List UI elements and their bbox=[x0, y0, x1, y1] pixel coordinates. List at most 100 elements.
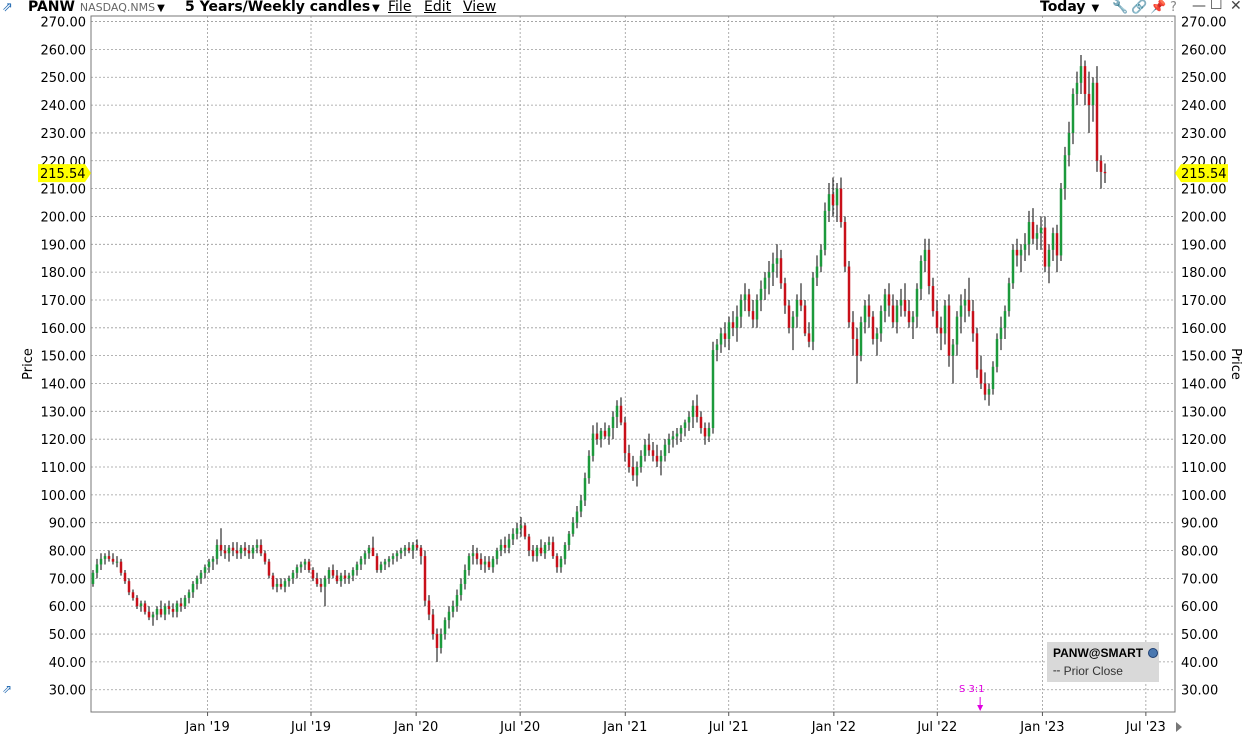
x-tick-label: Jan '23 bbox=[1019, 720, 1064, 735]
y-tick-label-left: 250.00 bbox=[41, 71, 87, 86]
candle-body bbox=[803, 305, 807, 334]
menu-edit[interactable]: Edit bbox=[424, 0, 452, 15]
x-tick-label: Jan '20 bbox=[393, 720, 438, 735]
candle-body bbox=[875, 333, 879, 339]
wrench-icon[interactable]: 🔧 bbox=[1112, 0, 1129, 15]
candle-body bbox=[443, 620, 447, 635]
candle-body bbox=[1039, 227, 1043, 234]
candle-body bbox=[635, 467, 639, 476]
close-icon[interactable]: ✕ bbox=[1230, 0, 1242, 14]
candle bbox=[919, 255, 923, 300]
candle bbox=[1019, 244, 1023, 273]
link-icon[interactable]: 🔗 bbox=[1131, 0, 1148, 15]
symbol-selector[interactable]: PANW NASDAQ.NMS ▼ bbox=[28, 0, 165, 17]
candle bbox=[971, 299, 975, 342]
candle-body bbox=[963, 299, 967, 306]
menu-file[interactable]: File bbox=[388, 0, 412, 15]
globe-icon[interactable] bbox=[1148, 648, 1158, 658]
y-tick-label-right: 140.00 bbox=[1181, 377, 1227, 392]
candle-body bbox=[215, 544, 219, 559]
candle bbox=[975, 327, 979, 378]
candle-body bbox=[627, 453, 631, 468]
candle bbox=[983, 372, 987, 401]
pin-icon[interactable]: 📌 bbox=[1150, 0, 1167, 15]
candle-body bbox=[507, 539, 511, 548]
help-icon[interactable]: ? bbox=[1170, 0, 1177, 15]
candle-body bbox=[747, 294, 751, 312]
candle-body bbox=[831, 194, 835, 206]
candle bbox=[219, 528, 223, 557]
candle bbox=[699, 411, 703, 434]
y-tick-label-left: 260.00 bbox=[41, 43, 87, 58]
candle-body bbox=[979, 369, 983, 384]
candle-body bbox=[691, 405, 695, 417]
candle-body bbox=[663, 444, 667, 456]
candle bbox=[887, 283, 891, 317]
maximize-icon[interactable]: ☐ bbox=[1210, 0, 1223, 13]
candle-body bbox=[175, 603, 179, 612]
chevron-down-icon: ▼ bbox=[1091, 3, 1100, 14]
candle bbox=[375, 553, 379, 573]
candle-body bbox=[99, 558, 103, 565]
candle-body bbox=[359, 558, 363, 565]
drawing-tool-icon[interactable]: ⇗ bbox=[2, 682, 13, 696]
candle bbox=[1087, 71, 1091, 133]
candle-body bbox=[1083, 66, 1087, 94]
candle bbox=[155, 606, 159, 621]
period-label: 5 Years/Weekly candles bbox=[185, 0, 371, 15]
candle bbox=[463, 564, 467, 590]
chart-app-icon[interactable]: ⇗ bbox=[2, 0, 13, 15]
candle bbox=[143, 600, 147, 615]
candle-body bbox=[187, 592, 191, 598]
candle-body bbox=[247, 550, 251, 554]
candle bbox=[379, 561, 383, 573]
y-tick-label-left: 130.00 bbox=[41, 405, 87, 420]
candle bbox=[503, 536, 507, 554]
candle-body bbox=[791, 316, 795, 328]
candle bbox=[543, 542, 547, 559]
candle bbox=[575, 505, 579, 529]
candle-body bbox=[167, 606, 171, 609]
candle-body bbox=[707, 428, 711, 437]
candle bbox=[415, 539, 419, 551]
candle-body bbox=[503, 544, 507, 548]
menu-view[interactable]: View bbox=[463, 0, 497, 15]
candle bbox=[991, 361, 995, 395]
candle-body bbox=[827, 194, 831, 211]
candle bbox=[979, 355, 983, 390]
candle-body bbox=[995, 338, 999, 367]
candle bbox=[519, 517, 523, 537]
y-tick-label-right: 80.00 bbox=[1181, 545, 1218, 560]
candle bbox=[959, 294, 963, 334]
candle-body bbox=[243, 547, 247, 551]
minimize-icon[interactable]: — bbox=[1192, 0, 1206, 14]
candle bbox=[907, 299, 911, 328]
candle bbox=[671, 430, 675, 448]
candle-body bbox=[883, 294, 887, 312]
candle-body bbox=[1067, 132, 1071, 156]
x-tick-label: Jan '22 bbox=[811, 720, 856, 735]
y-tick-label-left: 90.00 bbox=[49, 517, 86, 532]
candle-body bbox=[119, 561, 123, 573]
candle bbox=[691, 400, 695, 429]
candle bbox=[683, 419, 687, 437]
split-event-label[interactable]: S 3:1 bbox=[959, 684, 985, 695]
candle-body bbox=[959, 305, 963, 317]
candle bbox=[419, 544, 423, 565]
candle-body bbox=[667, 439, 671, 445]
candle bbox=[251, 544, 255, 559]
y-axis-left: 30.00 40.00 50.00 60.00 70.00 80.00 90.00 100.0… bbox=[41, 16, 87, 699]
candle bbox=[423, 550, 427, 607]
candle bbox=[91, 570, 95, 587]
candle bbox=[1079, 54, 1083, 94]
chevron-down-icon: ▼ bbox=[157, 3, 165, 14]
y-tick-label-right: 190.00 bbox=[1181, 238, 1227, 253]
period-selector[interactable]: 5 Years/Weekly candles ▼ bbox=[185, 0, 380, 17]
candle-body bbox=[511, 533, 515, 540]
candle-body bbox=[863, 305, 867, 323]
legend[interactable]: PANW@SMART ╌ Prior Close bbox=[1047, 642, 1159, 682]
candle-body bbox=[591, 433, 595, 456]
range-selector[interactable]: Today ▼ bbox=[1040, 0, 1099, 17]
candle bbox=[527, 533, 531, 557]
